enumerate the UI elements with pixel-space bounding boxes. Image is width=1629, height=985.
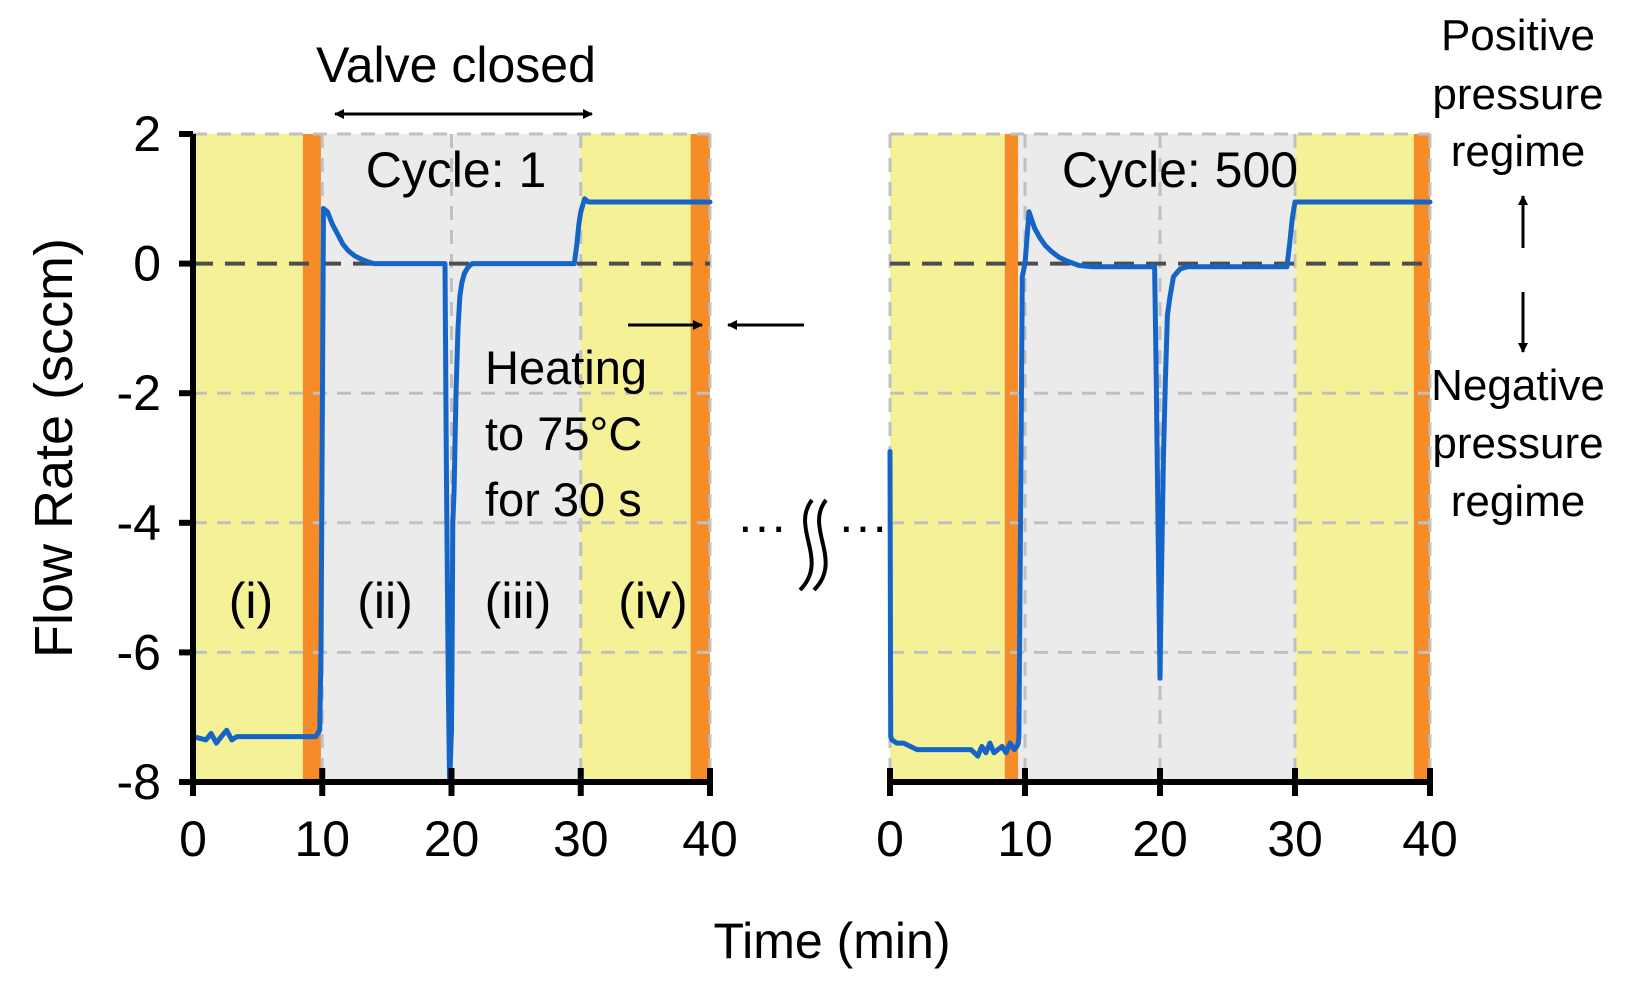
positive-regime-line-1: Positive — [1441, 11, 1595, 60]
axis-break-squiggle-1 — [798, 498, 814, 592]
axes — [179, 131, 1433, 796]
x-axis-label: Time (min) — [713, 913, 950, 969]
cycle-1-title: Cycle: 1 — [366, 142, 547, 198]
x-tick-label-40: 40 — [1402, 811, 1458, 867]
x-tick-label-40: 40 — [682, 811, 738, 867]
x-tick-label-0: 0 — [876, 811, 904, 867]
negative-regime-line-2: pressure — [1432, 419, 1603, 468]
y-axis-label: Flow Rate (sccm) — [24, 238, 84, 658]
y-tick-label-0: 0 — [133, 236, 161, 292]
phase-label-i: (i) — [229, 573, 273, 629]
negative-regime-line-1: Negative — [1431, 361, 1605, 410]
shade-band-yellow — [890, 134, 1005, 782]
cycle-500-shading — [890, 134, 1430, 782]
shade-band-yellow — [1295, 134, 1414, 782]
series-lines — [190, 196, 1433, 785]
x-tick-label-30: 30 — [553, 811, 609, 867]
x-tick-label-30: 30 — [1267, 811, 1323, 867]
flow-rate-series-line — [887, 199, 1433, 759]
positive-regime-line-3: regime — [1451, 127, 1586, 176]
y-tick-label-minus-4: -4 — [117, 495, 161, 551]
heating-line-3: for 30 s — [485, 473, 642, 526]
phase-label-iii: (iii) — [485, 573, 552, 629]
phase-label-iv: (iv) — [618, 573, 687, 629]
axis-break-dots-right: ··· — [838, 498, 888, 554]
x-tick-label-20: 20 — [1132, 811, 1188, 867]
valve-closed-label: Valve closed — [316, 37, 596, 93]
x-tick-labels-cycle-500: 0 10 20 30 40 — [876, 811, 1458, 867]
y-tick-label-minus-6: -6 — [117, 624, 161, 680]
shade-band-orange — [1413, 134, 1430, 782]
x-tick-label-20: 20 — [424, 811, 480, 867]
shade-band-orange — [1004, 134, 1019, 782]
y-tick-label-minus-2: -2 — [117, 365, 161, 421]
phase-label-ii: (ii) — [357, 573, 413, 629]
heating-line-2: to 75°C — [485, 407, 642, 460]
shade-band-yellow — [193, 134, 303, 782]
y-tick-label-2: 2 — [133, 106, 161, 162]
x-tick-label-10: 10 — [294, 811, 350, 867]
cycle-500-title: Cycle: 500 — [1062, 142, 1298, 198]
axis-break-dots-left: ··· — [737, 498, 787, 554]
x-tick-label-10: 10 — [997, 811, 1053, 867]
heating-line-1: Heating — [485, 341, 647, 394]
shade-band-yellow — [580, 134, 691, 782]
y-tick-labels: 2 0 -2 -4 -6 -8 — [117, 106, 161, 810]
x-tick-label-0: 0 — [179, 811, 207, 867]
negative-regime-line-3: regime — [1451, 477, 1586, 526]
shade-band-orange — [302, 134, 321, 782]
y-tick-label-minus-8: -8 — [117, 754, 161, 810]
axis-break-squiggle-2 — [812, 498, 828, 592]
x-tick-labels-cycle-1: 0 10 20 30 40 — [179, 811, 738, 867]
flow-rate-series-line — [190, 196, 713, 785]
positive-regime-line-2: pressure — [1432, 70, 1603, 119]
shade-band-orange — [690, 134, 710, 782]
